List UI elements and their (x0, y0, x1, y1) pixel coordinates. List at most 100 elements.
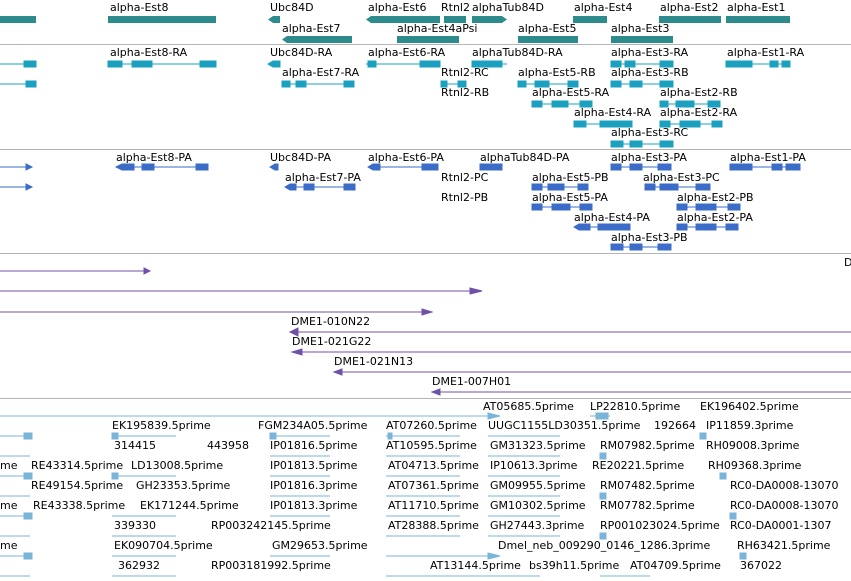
mrna-label[interactable]: alpha-Est6-RA (368, 46, 446, 59)
est-label[interactable]: me (0, 459, 18, 472)
protein-label[interactable]: alpha-Est4-PA (574, 211, 650, 224)
gene-label[interactable]: alpha-Est4 (574, 1, 633, 14)
mrna-label[interactable]: alpha-Est7-RA (282, 66, 360, 79)
est-label[interactable]: IP01813.3prime (270, 499, 358, 512)
gene-label[interactable]: alphaTub84D (472, 1, 544, 14)
est-label[interactable]: LD13008.5prime (131, 459, 224, 472)
protein-label[interactable]: alphaTub84D-PA (480, 151, 570, 164)
mrna-label[interactable]: alpha-Est2-RA (660, 106, 738, 119)
protein-label[interactable]: alpha-Est2-PA (677, 211, 753, 224)
est-label[interactable]: me (0, 539, 18, 552)
mrna-label[interactable]: alpha-Est4-RA (574, 106, 652, 119)
mrna-label[interactable]: alpha-Est3-RB (611, 66, 689, 79)
est-label[interactable]: RH09008.3prime (706, 439, 800, 452)
est-label[interactable]: EK090704.5prime (114, 539, 213, 552)
est-label[interactable]: AT10595.5prime (386, 439, 477, 452)
est-label[interactable]: RE43338.5prime (33, 499, 126, 512)
est-label[interactable]: AT07260.5prime (386, 419, 477, 432)
gene-label[interactable]: alpha-Est4aPsi (397, 22, 478, 35)
est-label[interactable]: RH63421.5prime (737, 539, 831, 552)
protein-label[interactable]: alpha-Est2-PB (677, 191, 754, 204)
est-label[interactable]: AT04709.5prime (630, 559, 721, 572)
protein-label[interactable]: alpha-Est3-PC (643, 171, 720, 184)
protein-label[interactable]: alpha-Est3-PB (611, 231, 688, 244)
mrna-label[interactable]: alpha-Est3-RA (611, 46, 689, 59)
est-label[interactable]: EK171244.5prime (140, 499, 239, 512)
mrna-label[interactable]: alpha-Est8-RA (110, 46, 188, 59)
bac-label[interactable]: DME1-010N22 (291, 315, 371, 328)
est-label[interactable]: AT13144.5prime (430, 559, 521, 572)
est-label[interactable]: RP003181992.5prime (211, 559, 331, 572)
gene-label[interactable]: alpha-Est5 (518, 22, 577, 35)
est-label[interactable]: RM07782.5prime (600, 499, 695, 512)
est-label[interactable]: me (0, 499, 18, 512)
gene-label[interactable]: alpha-Est3 (611, 22, 670, 35)
bac-label[interactable]: DME1-007H01 (432, 375, 512, 388)
est-label[interactable]: 367022 (740, 559, 782, 572)
est-label[interactable]: IP11859.3prime (706, 419, 794, 432)
est-label[interactable]: AT11710.5prime (388, 499, 479, 512)
est-label[interactable]: IP01813.5prime (270, 459, 358, 472)
est-label[interactable]: RC0-DA0008-13070 (730, 479, 839, 492)
est-label[interactable]: RE49154.5prime (31, 479, 124, 492)
mrna-label[interactable]: alpha-Est2-RB (660, 86, 738, 99)
est-label[interactable]: RC0-DA0008-13070 (730, 499, 839, 512)
est-label[interactable]: 362932 (118, 559, 160, 572)
mrna-label[interactable]: alpha-Est1-RA (727, 46, 805, 59)
est-label[interactable]: AT07361.5prime (388, 479, 479, 492)
est-label[interactable]: EK195839.5prime (112, 419, 211, 432)
mrna-label[interactable]: alphaTub84D-RA (472, 46, 563, 59)
est-label[interactable]: RP001023024.5prime (600, 519, 720, 532)
protein-label[interactable]: Rtnl2-PC (441, 171, 489, 184)
gene-label[interactable]: alpha-Est8 (110, 1, 169, 14)
protein-label[interactable]: alpha-Est8-PA (116, 151, 192, 164)
est-label[interactable]: AT05685.5prime (483, 400, 574, 413)
protein-label[interactable]: alpha-Est5-PA (532, 191, 608, 204)
est-label[interactable]: RP003242145.5prime (211, 519, 331, 532)
est-label[interactable]: 192664 (654, 419, 696, 432)
est-label[interactable]: RH09368.3prime (708, 459, 802, 472)
est-label[interactable]: AT04713.5prime (388, 459, 479, 472)
bac-label[interactable]: DME1-021N13 (334, 355, 414, 368)
mrna-label[interactable]: alpha-Est3-RC (611, 126, 689, 139)
mrna-label[interactable]: Ubc84D-RA (270, 46, 333, 59)
gene-label[interactable]: alpha-Est1 (727, 1, 786, 14)
est-label[interactable]: IP01816.3prime (270, 479, 358, 492)
est-label[interactable]: RE20221.5prime (592, 459, 685, 472)
est-label[interactable]: GM31323.5prime (490, 439, 586, 452)
mrna-label[interactable]: alpha-Est5-RA (532, 86, 610, 99)
est-label[interactable]: LP22810.5prime (590, 400, 681, 413)
bac-label[interactable]: DME1-021G22 (292, 335, 372, 348)
est-label[interactable]: AT28388.5prime (388, 519, 479, 532)
est-label[interactable]: 314415 (114, 439, 156, 452)
est-label[interactable]: GH23353.5prime (136, 479, 231, 492)
protein-label[interactable]: alpha-Est7-PA (285, 171, 361, 184)
est-label[interactable]: GM10302.5prime (490, 499, 586, 512)
est-label[interactable]: RM07982.5prime (600, 439, 695, 452)
est-label[interactable]: 339330 (114, 519, 156, 532)
est-label[interactable]: UUGC1155LD30351.5prime (488, 419, 641, 432)
protein-label[interactable]: alpha-Est6-PA (368, 151, 444, 164)
gene-label[interactable]: Rtnl2 (441, 1, 470, 14)
est-label[interactable]: EK196402.5prime (700, 400, 799, 413)
est-label[interactable]: IP10613.3prime (490, 459, 578, 472)
protein-label[interactable]: Rtnl2-PB (441, 191, 489, 204)
est-label[interactable]: FGM234A05.5prime (258, 419, 368, 432)
est-label[interactable]: 443958 (207, 439, 249, 452)
est-label[interactable]: RE43314.5prime (31, 459, 124, 472)
mrna-label[interactable]: Rtnl2-RC (441, 66, 489, 79)
gene-label[interactable]: Ubc84D (270, 1, 314, 14)
gene-label[interactable]: alpha-Est2 (660, 1, 719, 14)
est-label[interactable]: Dmel_neb_009290_0146_1286.3prime (498, 539, 711, 552)
est-label[interactable]: GM09955.5prime (490, 479, 586, 492)
bac-label[interactable]: D (844, 256, 851, 269)
protein-label[interactable]: Ubc84D-PA (270, 151, 331, 164)
est-label[interactable]: IP01816.5prime (270, 439, 358, 452)
est-label[interactable]: RC0-DA0001-1307 (730, 519, 832, 532)
gene-label[interactable]: alpha-Est6 (368, 1, 427, 14)
protein-label[interactable]: alpha-Est3-PA (611, 151, 687, 164)
gene-label[interactable]: alpha-Est7 (282, 22, 341, 35)
mrna-label[interactable]: Rtnl2-RB (441, 86, 490, 99)
protein-label[interactable]: alpha-Est5-PB (532, 171, 609, 184)
